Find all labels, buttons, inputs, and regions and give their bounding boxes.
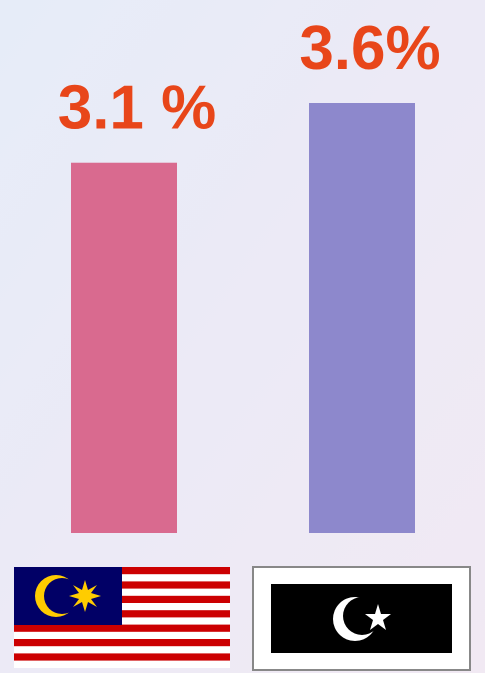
value-label: 3.6% <box>299 14 440 83</box>
bar <box>71 162 177 533</box>
flag-malaysia <box>14 567 230 668</box>
flag-terengganu <box>252 566 471 671</box>
bar <box>309 103 415 533</box>
value-label: 3.1 % <box>58 74 217 143</box>
